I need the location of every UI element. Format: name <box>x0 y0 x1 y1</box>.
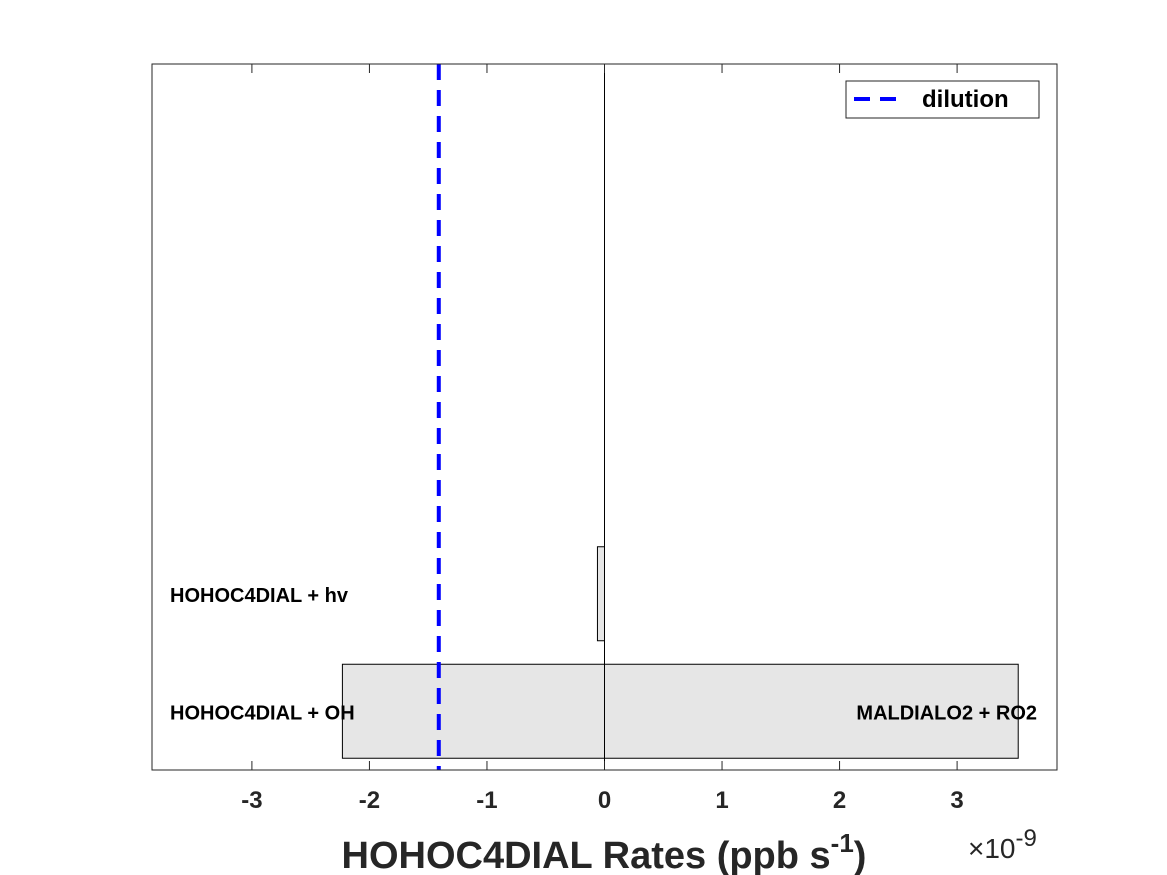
x-tick-label-3: 0 <box>598 787 611 814</box>
bar-loss-1 <box>596 546 606 642</box>
x-axis-exponent-base: ×10 <box>968 833 1016 864</box>
x-axis-exponent: ×10-9 <box>968 825 1037 864</box>
bar-label-loss-1: HOHOC4DIAL + hv <box>170 585 349 607</box>
x-axis-title-superscript: -1 <box>831 828 854 858</box>
x-tick-label-0: -3 <box>241 787 262 814</box>
x-tick-label-4: 1 <box>715 787 728 814</box>
bar-loss-0 <box>341 663 605 759</box>
x-tick-label-2: -1 <box>476 787 497 814</box>
x-axis-exponent-power: -9 <box>1016 825 1037 852</box>
x-axis-title: HOHOC4DIAL Rates (ppb s-1) <box>342 828 867 875</box>
x-tick-label-6: 3 <box>950 787 963 814</box>
x-tick-label-1: -2 <box>359 787 380 814</box>
bars-layer <box>341 546 1019 759</box>
x-axis-title-main: HOHOC4DIAL Rates (ppb s <box>342 835 831 875</box>
legend-box <box>845 80 1040 119</box>
legend-dilution-label: dilution <box>922 86 1009 113</box>
ticks-layer: -3 -2 -1 0 1 2 3 <box>241 64 964 814</box>
x-tick-label-5: 2 <box>833 787 846 814</box>
bar-label-loss-0: HOHOC4DIAL + OH <box>170 702 355 724</box>
legend: dilution <box>845 80 1040 119</box>
bar-label-production-0: MALDIALO2 + RO2 <box>856 702 1037 724</box>
bar-labels-layer: HOHOC4DIAL + OH MALDIALO2 + RO2 HOHOC4DIAL… <box>170 585 1037 725</box>
x-axis-title-close: ) <box>854 835 867 875</box>
bar-production-0 <box>604 663 1019 759</box>
